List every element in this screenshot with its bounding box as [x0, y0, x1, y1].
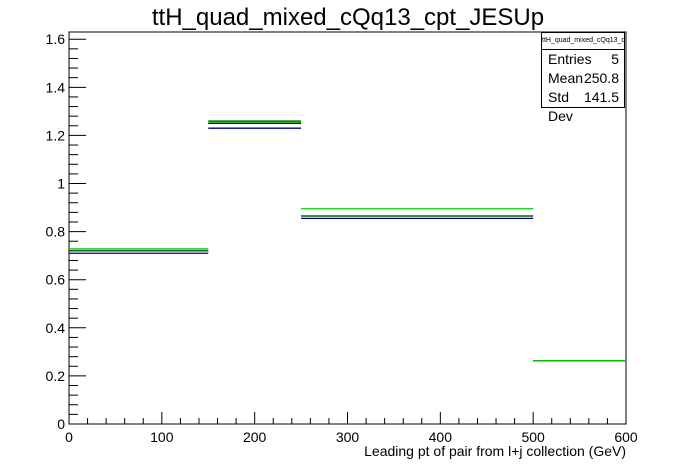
y-axis: 0 0.2 0.4 0.6 0.8 1 1.2 1.4 1.6: [46, 31, 86, 432]
chart-title: ttH_quad_mixed_cQq13_cpt_JESUp: [151, 4, 545, 31]
y-tick-label: 1.4: [46, 79, 66, 95]
x-tick-label: 500: [521, 429, 545, 445]
stats-mean-row: Mean 250.8: [542, 69, 624, 88]
x-axis: 0 100 200 300 400 500 600: [65, 412, 638, 445]
x-tick-label: 0: [65, 429, 73, 445]
y-tick-label: 0: [57, 416, 65, 432]
x-tick-label: 300: [336, 429, 360, 445]
y-tick-label: 1: [57, 176, 65, 192]
stats-entries-row: Entries 5: [542, 50, 624, 69]
x-tick-label: 400: [429, 429, 453, 445]
stats-entries-label: Entries: [548, 51, 592, 67]
series-1: [69, 127, 626, 362]
y-tick-label: 0.4: [46, 320, 66, 336]
stats-entries-value: 5: [611, 51, 619, 67]
stats-box-title: ttH_quad_mixed_cQq13_cpt_JESUp: [542, 33, 624, 50]
series-3: [69, 121, 626, 362]
stats-stddev-value: 141.5: [583, 89, 619, 105]
histogram-series: [69, 120, 626, 362]
y-tick-label: 1.2: [46, 127, 66, 143]
x-tick-label: 100: [150, 429, 174, 445]
x-axis-label: Leading pt of pair from l+j collection (…: [364, 443, 626, 459]
stats-box: ttH_quad_mixed_cQq13_cpt_JESUp Entries 5…: [541, 32, 625, 124]
series-0: [69, 122, 626, 362]
y-tick-label: 1.6: [46, 31, 66, 47]
x-tick-label: 200: [243, 429, 267, 445]
series-2: [69, 120, 626, 362]
y-tick-label: 0.2: [46, 368, 66, 384]
stats-mean-value: 250.8: [583, 70, 619, 86]
stats-stddev-row: Std Dev 141.5: [542, 88, 624, 124]
y-tick-label: 0.6: [46, 272, 66, 288]
y-tick-label: 0.8: [46, 224, 66, 240]
stats-mean-label: Mean: [548, 70, 584, 86]
x-tick-label: 600: [614, 429, 638, 445]
stats-stddev-label: Std Dev: [548, 89, 573, 124]
